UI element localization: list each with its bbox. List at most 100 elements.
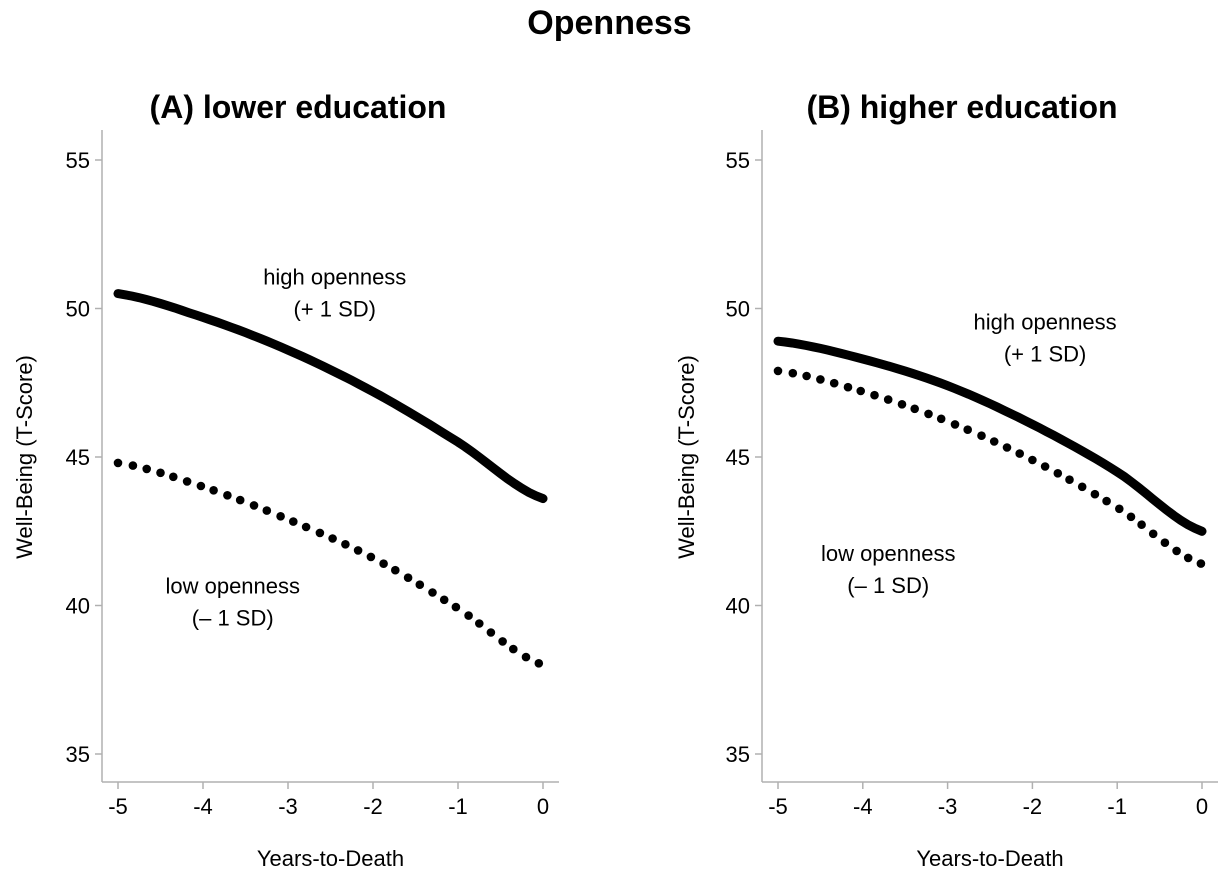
series-dot	[113, 458, 123, 468]
series-annotation: (+ 1 SD)	[1004, 341, 1087, 366]
series-dot	[897, 400, 907, 409]
series-dot	[1160, 538, 1170, 547]
x-tick-label: -4	[193, 794, 213, 819]
x-tick-label: 0	[537, 794, 549, 819]
series-dot	[328, 534, 337, 543]
x-tick-label: -5	[768, 794, 788, 819]
series-dot	[156, 468, 165, 478]
series-dot	[209, 486, 218, 495]
series-dot	[366, 552, 376, 562]
x-tick-label: -1	[448, 794, 468, 819]
series-dot	[936, 414, 946, 424]
series-dot	[788, 368, 798, 378]
y-tick-label: 45	[66, 445, 90, 470]
series-dot	[1028, 455, 1037, 465]
series-annotation: (– 1 SD)	[847, 573, 929, 598]
x-tick-label: -1	[1107, 794, 1127, 819]
series-dot	[1090, 489, 1100, 499]
series-dot	[924, 409, 933, 419]
x-axis-label: Years-to-Death	[916, 846, 1063, 871]
series-dot	[843, 382, 853, 392]
series-dot	[439, 595, 449, 605]
x-tick-label: -2	[363, 794, 383, 819]
series-dot	[1040, 462, 1050, 471]
series-dot	[1115, 504, 1124, 514]
series-dot	[856, 386, 865, 396]
series-dot	[1172, 546, 1181, 556]
y-tick-label: 35	[726, 742, 750, 767]
y-tick-label: 40	[66, 594, 90, 619]
series-dot	[534, 659, 544, 668]
series-dot	[475, 619, 484, 628]
series-dot	[196, 481, 206, 491]
series-dot	[315, 528, 325, 538]
x-tick-label: 0	[1196, 794, 1208, 819]
series-dot	[1126, 512, 1136, 522]
series-dot	[289, 517, 298, 526]
series-dot	[276, 512, 285, 521]
series-dot	[883, 395, 893, 404]
y-tick-label: 55	[726, 148, 750, 173]
series-dot	[142, 464, 151, 474]
figure-title: Openness	[527, 4, 692, 42]
series-dot	[1137, 520, 1146, 529]
series-dot	[249, 501, 259, 510]
series-dot	[451, 602, 461, 612]
series-dot	[498, 637, 507, 646]
series-annotation: low openness	[821, 541, 956, 566]
y-axis-label: Well-Being (T-Score)	[674, 355, 699, 559]
series-dot	[963, 425, 972, 435]
panel-b: (B) higher education 35 40 45 50 55 -5 -4 -3 -2 -1…	[674, 89, 1218, 871]
panel-a: (A) lower education 35 40 45 50 55 -5 -4 -3 -2 -1 0…	[12, 89, 559, 871]
series-dot	[1065, 475, 1074, 485]
series-dot	[802, 371, 811, 381]
series-dot	[301, 522, 311, 532]
series-dot	[870, 390, 879, 400]
panel-title: (B) higher education	[806, 89, 1117, 125]
x-tick-label: -4	[853, 794, 873, 819]
series-dot	[950, 420, 960, 429]
series-dot	[1077, 482, 1087, 492]
panel-title: (A) lower education	[150, 89, 447, 125]
series-dot	[403, 573, 413, 582]
series-dot	[379, 559, 388, 568]
series-dot	[829, 378, 839, 388]
series-dot	[169, 472, 178, 482]
x-tick-label: -2	[1023, 794, 1043, 819]
series-dot	[509, 644, 518, 654]
series-annotation: (– 1 SD)	[192, 606, 274, 631]
series-annotation: (+ 1 SD)	[293, 297, 376, 322]
y-tick-label: 50	[66, 297, 90, 322]
y-axis-label: Well-Being (T-Score)	[12, 355, 37, 559]
series-dot	[223, 491, 232, 500]
series-dot	[521, 652, 531, 662]
x-tick-label: -5	[108, 794, 128, 819]
series-annotation: high openness	[263, 265, 406, 290]
series-dot	[1053, 469, 1063, 478]
y-tick-label: 45	[726, 445, 750, 470]
y-tick-label: 50	[726, 297, 750, 322]
series-dot	[816, 375, 825, 384]
series-dot	[977, 431, 986, 441]
series-dot	[1183, 553, 1193, 563]
series-dot	[1196, 559, 1206, 568]
x-tick-label: -3	[278, 794, 298, 819]
series-dot	[391, 565, 400, 575]
series-line-solid	[773, 336, 1207, 536]
series-annotation: high openness	[974, 309, 1117, 334]
series-dot	[486, 628, 496, 637]
series-dot	[428, 588, 437, 597]
x-tick-label: -3	[938, 794, 958, 819]
y-tick-label: 40	[726, 594, 750, 619]
series-dot	[1102, 496, 1111, 506]
series-dot	[341, 540, 350, 549]
series-dot	[415, 580, 425, 589]
series-dot	[262, 506, 272, 515]
series-annotation: low openness	[165, 574, 300, 599]
series-dot	[773, 366, 783, 376]
series-dot	[1015, 449, 1024, 458]
series-dot	[1148, 529, 1158, 539]
series-dot	[910, 404, 919, 414]
y-tick-label: 35	[66, 742, 90, 767]
